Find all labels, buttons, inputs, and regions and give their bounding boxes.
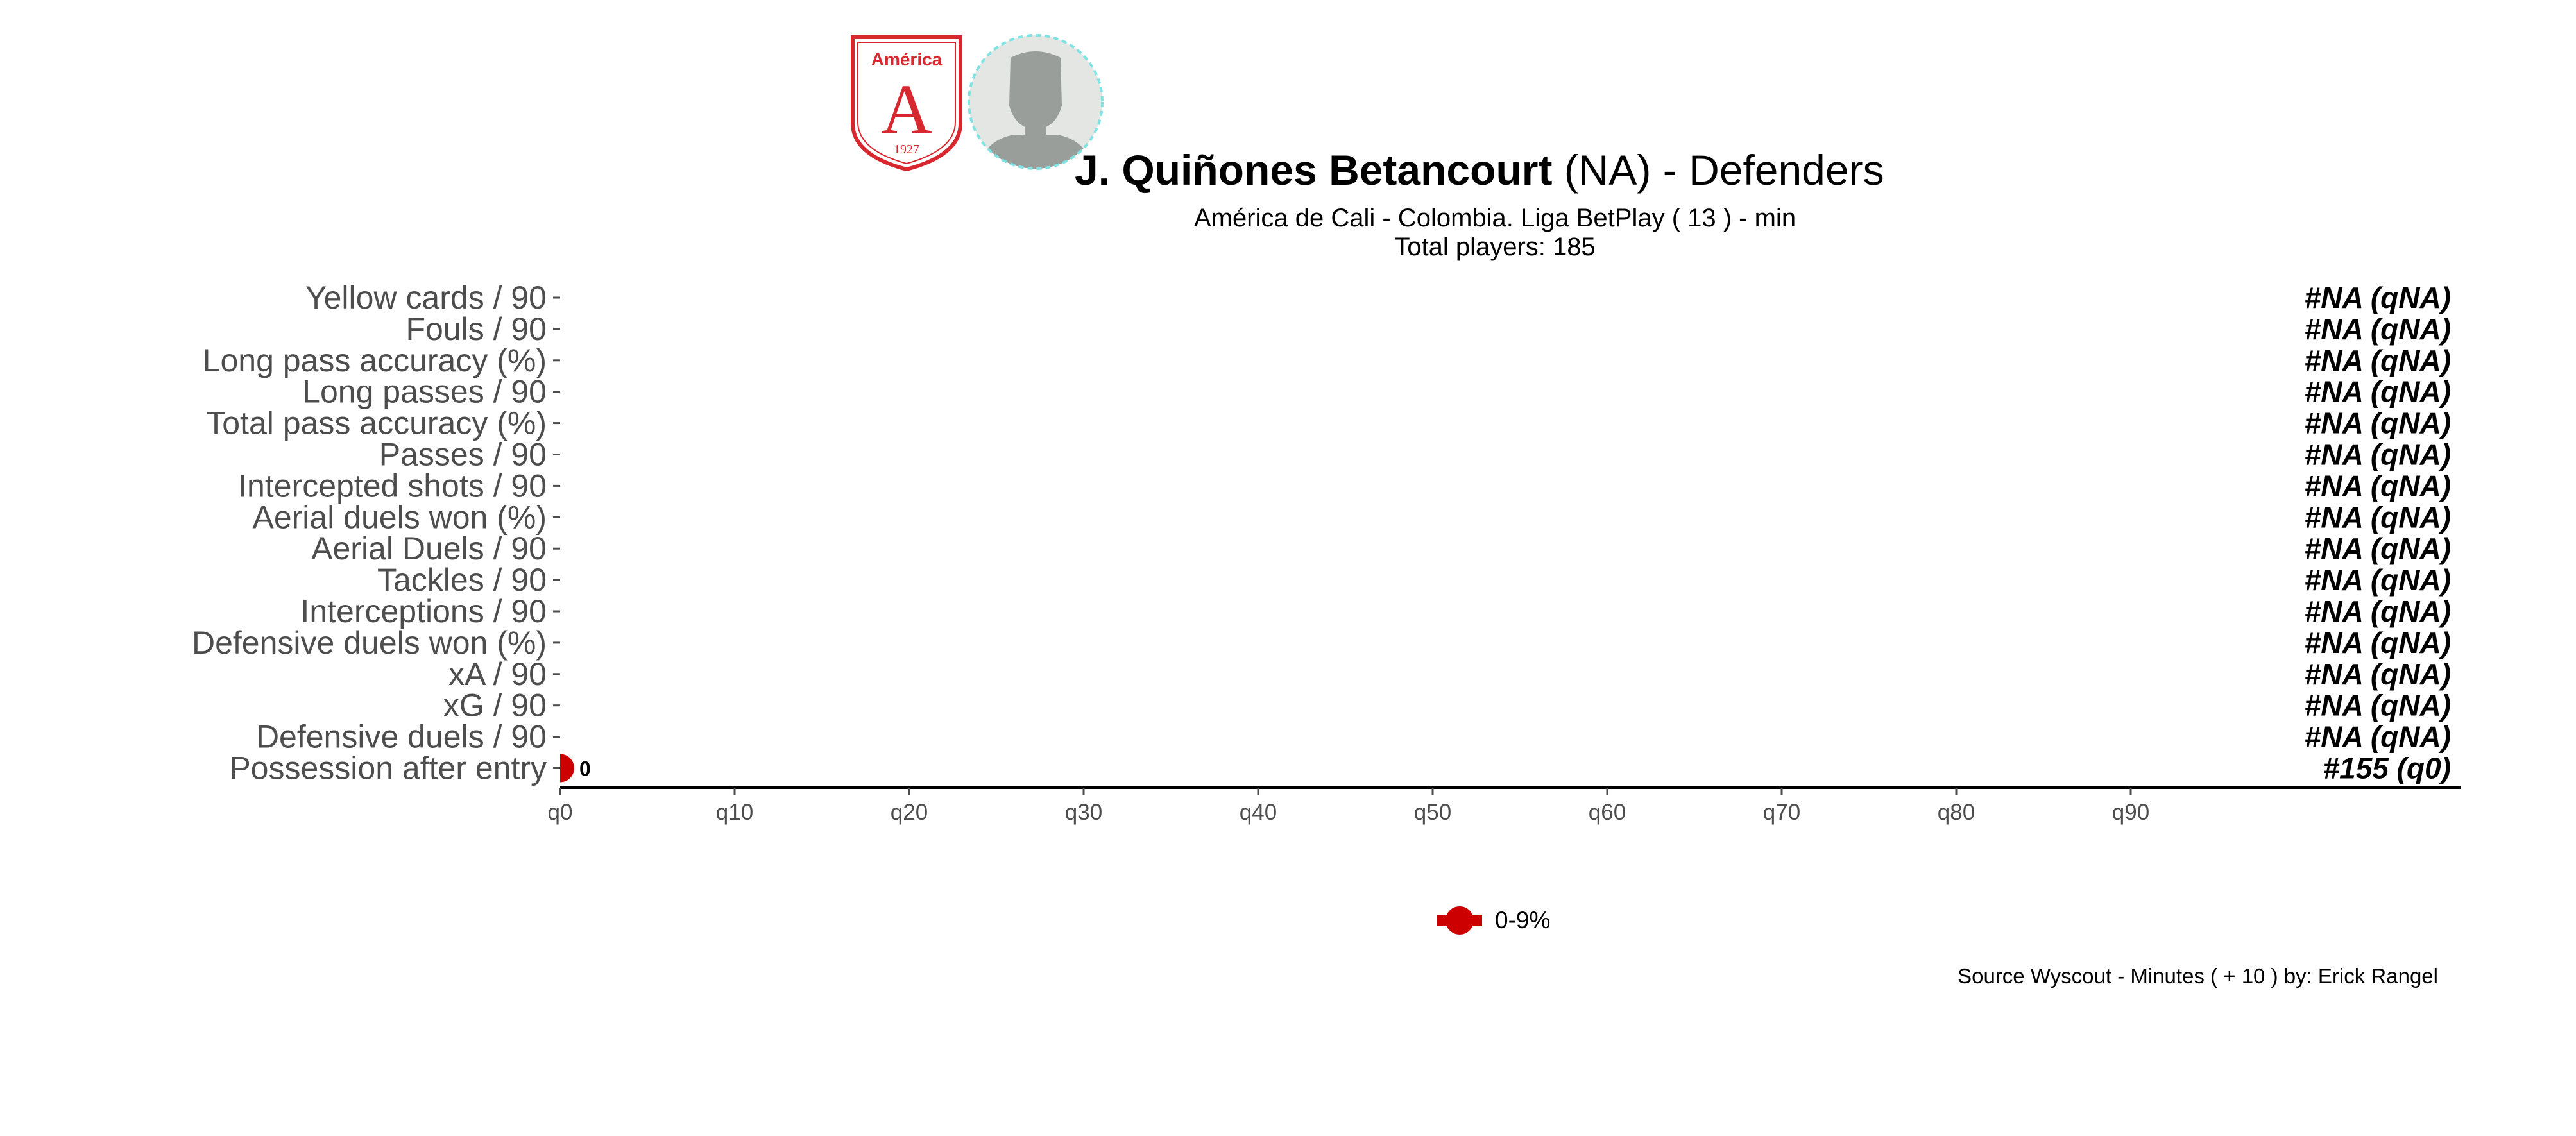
- x-tick-label: q80: [1938, 800, 1975, 825]
- crest-letter: A: [881, 70, 932, 148]
- legend-label: 0-9%: [1495, 907, 1551, 933]
- rank-label: #NA (qNA): [2305, 438, 2451, 471]
- x-tick-label: q40: [1240, 800, 1277, 825]
- category-label: Total pass accuracy (%): [206, 405, 547, 441]
- team-crest: América A 1927: [851, 35, 962, 172]
- rank-label: #NA (qNA): [2305, 532, 2451, 565]
- rank-label: #NA (qNA): [2305, 375, 2451, 409]
- x-tick-label: q50: [1414, 800, 1451, 825]
- rank-label: #NA (qNA): [2305, 407, 2451, 440]
- x-tick-label: q90: [2112, 800, 2149, 825]
- crest-name: América: [871, 49, 943, 69]
- crest-year: 1927: [894, 142, 919, 157]
- rank-labels: #NA (qNA)#NA (qNA)#NA (qNA)#NA (qNA)#NA …: [2305, 281, 2451, 785]
- chart-subtitle: América de Cali - Colombia. Liga BetPlay…: [1193, 204, 1796, 232]
- category-label: Long passes / 90: [302, 374, 547, 410]
- rank-label: #NA (qNA): [2305, 312, 2451, 346]
- category-label: Tackles / 90: [377, 562, 547, 598]
- data-points: 0: [560, 754, 591, 783]
- rank-label: #NA (qNA): [2305, 595, 2451, 628]
- category-label: Yellow cards / 90: [305, 280, 547, 316]
- legend: 0-9%: [1437, 901, 1550, 940]
- x-tick-label: q60: [1589, 800, 1626, 825]
- category-label: xA / 90: [448, 656, 547, 692]
- x-tick-label: q30: [1065, 800, 1102, 825]
- category-ticks: [553, 296, 560, 769]
- category-label: xG / 90: [443, 688, 547, 724]
- category-label: Possession after entry: [229, 750, 547, 786]
- category-label: Long pass accuracy (%): [203, 343, 547, 378]
- rank-label: #NA (qNA): [2305, 469, 2451, 502]
- x-tick-label: q10: [716, 800, 753, 825]
- data-point: [560, 754, 575, 783]
- x-tick-label: q20: [891, 800, 928, 825]
- player-avatar-icon: [968, 34, 1104, 170]
- rank-label: #NA (qNA): [2305, 563, 2451, 597]
- category-label: Defensive duels / 90: [256, 719, 547, 755]
- source-caption: Source Wyscout - Minutes ( + 10 ) by: Er…: [1958, 964, 2438, 988]
- category-label: Passes / 90: [379, 437, 547, 473]
- x-ticks: q0 q10 q20 q30 q40 q50 q60 q70 q80 q90: [548, 788, 2149, 825]
- rank-label: #NA (qNA): [2305, 281, 2451, 314]
- rank-label: #NA (qNA): [2305, 657, 2451, 691]
- rank-label: #NA (qNA): [2305, 500, 2451, 534]
- total-players: Total players: 185: [1394, 233, 1596, 261]
- category-label: Intercepted shots / 90: [238, 468, 547, 504]
- title-position: (NA) - Defenders: [1552, 146, 1884, 194]
- category-label: Aerial Duels / 90: [311, 530, 547, 566]
- x-tick-label: q70: [1763, 800, 1800, 825]
- legend-key-icon: [1437, 906, 1482, 935]
- category-label: Aerial duels won (%): [252, 499, 547, 535]
- chart-title: J. Quiñones Betancourt (NA) - Defenders: [1075, 144, 1928, 196]
- rank-label: #NA (qNA): [2305, 626, 2451, 659]
- category-label: Fouls / 90: [405, 311, 547, 347]
- point-label: 0: [579, 758, 591, 781]
- x-tick-label: q0: [548, 800, 573, 825]
- crest-shield: [851, 35, 962, 172]
- rank-label: #NA (qNA): [2305, 344, 2451, 377]
- rank-label: #155 (q0): [2323, 752, 2451, 785]
- rank-label: #NA (qNA): [2305, 689, 2451, 722]
- category-label: Defensive duels won (%): [192, 625, 547, 661]
- player-name: J. Quiñones Betancourt: [1075, 146, 1553, 194]
- category-label: Interceptions / 90: [300, 593, 547, 629]
- rank-label: #NA (qNA): [2305, 720, 2451, 754]
